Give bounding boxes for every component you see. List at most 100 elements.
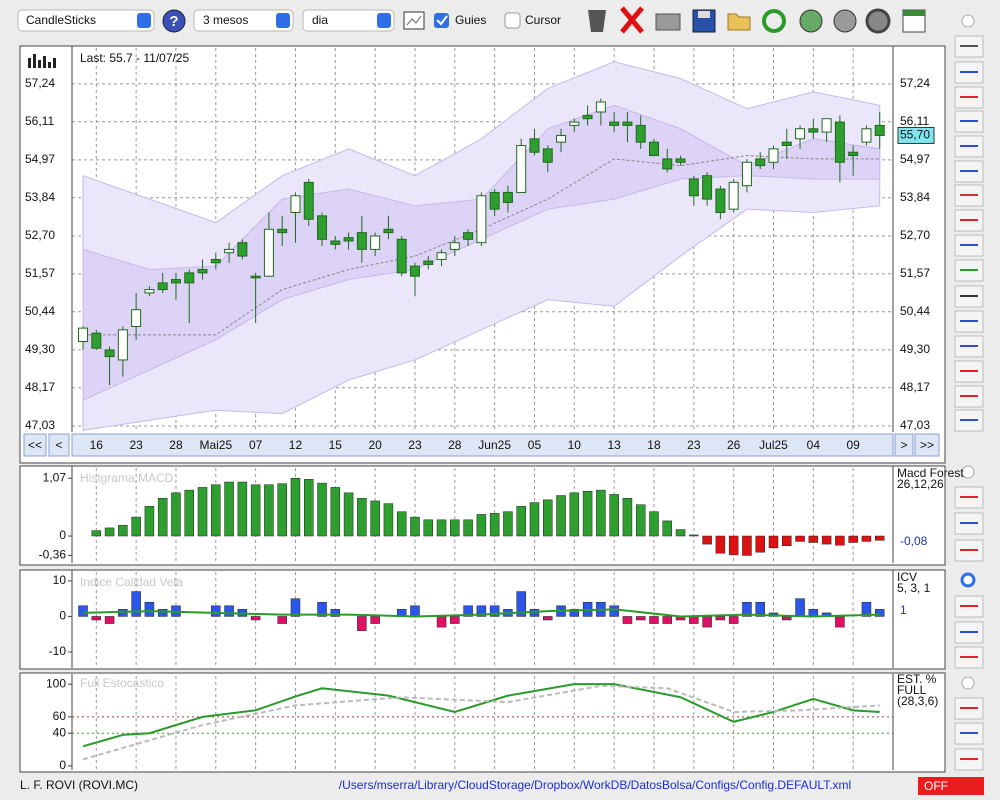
histogram-bar [131,516,141,537]
histogram-bar [609,605,619,617]
histogram-bar [224,605,234,617]
histogram-bar [250,484,261,537]
stochastic-line [82,684,880,761]
histogram-bar [795,598,805,617]
cursor-checkbox[interactable] [504,12,521,29]
period: 3 mesos [203,13,248,27]
candle-body [104,349,115,358]
date-label: 26 [727,438,741,452]
interval: dia [312,13,328,27]
panel-title: Indice Calidad Vela [80,575,183,589]
histogram-bar [436,616,447,628]
trash-button[interactable] [588,10,606,32]
histogram-bar [211,605,221,617]
refresh-button[interactable] [762,9,786,33]
date-label: 16 [90,438,104,452]
y-tick-label: -0,36 [39,548,67,562]
bars-icon [28,54,56,68]
candle-body [157,282,168,291]
y-tick-label-right: 56,11 [900,114,929,128]
y-tick-label: 56,11 [25,114,54,128]
histogram-bar [835,535,845,546]
date-label: 28 [169,438,183,452]
candle-body [237,242,248,257]
histogram-bar [476,605,487,617]
histogram-bar [197,487,208,537]
mode-indicator[interactable] [918,777,984,795]
histogram-bar [476,514,487,537]
y-tick-label: 48,17 [25,380,55,394]
histogram-bar [529,502,540,537]
candle-body [290,195,301,214]
candle-body [476,195,487,244]
candle-body [263,228,274,277]
candle-body [516,145,527,193]
histogram-bar [250,616,261,621]
open-button[interactable] [727,13,751,31]
date-label: 23 [408,438,422,452]
stochastic-line [82,683,880,748]
candle-body [569,121,580,126]
histogram-bar [516,591,526,617]
candle-body [768,148,779,163]
date-label: 05 [528,438,542,452]
candle-body [848,151,859,157]
histogram-bar [715,616,726,621]
candle-body [781,141,792,147]
candle-body [317,215,328,240]
radio-button[interactable] [961,465,975,479]
settings-button[interactable] [865,8,891,34]
histogram-bar [755,535,765,553]
print-button[interactable] [655,13,681,31]
y-tick-label: 0 [59,758,66,772]
y-tick-label-right: 53,84 [900,190,930,204]
indicator-label: (28,3,6) [897,694,938,708]
delete-button[interactable] [620,6,644,34]
candle-body [688,178,699,197]
config-path[interactable]: /Users/mserra/Library/CloudStorage/Dropb… [339,778,851,792]
nav-first-label: << [28,438,42,452]
date-label: Jun25 [478,438,511,452]
y-tick-label-right: 57,24 [900,76,930,90]
y-tick-label: 53,84 [25,190,55,204]
histogram-bar [237,481,248,537]
candle-body [582,114,593,120]
histogram-bar [410,516,420,537]
period-select[interactable] [193,9,294,32]
candle-body [529,138,540,153]
radio-button[interactable] [961,676,975,690]
histogram-bar [503,511,513,537]
nav-prev[interactable] [48,433,70,457]
help-button[interactable] [162,9,186,33]
radio-button[interactable] [961,14,975,28]
nav-first[interactable] [23,433,47,457]
web-button[interactable] [799,9,823,33]
candle-body [556,134,567,143]
histogram-bar [596,489,606,537]
mode-label: OFF [924,779,948,793]
last-price-box [897,126,935,144]
candle-body [356,232,367,250]
candle-body [715,188,726,214]
currency-button[interactable] [833,9,857,33]
histogram-bar [157,497,168,537]
histogram-bar [423,519,434,537]
date-label: 23 [129,438,143,452]
y-tick-label: -10 [49,644,67,658]
guides-checkbox[interactable] [434,13,449,28]
histogram-bar [317,601,327,617]
last-value: -0,08 [900,534,928,548]
nav-last[interactable] [914,433,940,457]
histogram-bar [450,519,460,537]
histogram-bar [874,535,885,541]
histogram-bar [808,535,819,543]
histogram-bar [569,609,580,617]
interval-select[interactable] [302,9,395,32]
radio-button[interactable] [960,572,976,588]
histogram-bar [556,495,566,537]
candle-body [861,128,872,143]
nav-next[interactable] [894,433,914,457]
histogram-bar [463,605,473,617]
chart-type-select[interactable] [17,9,155,32]
